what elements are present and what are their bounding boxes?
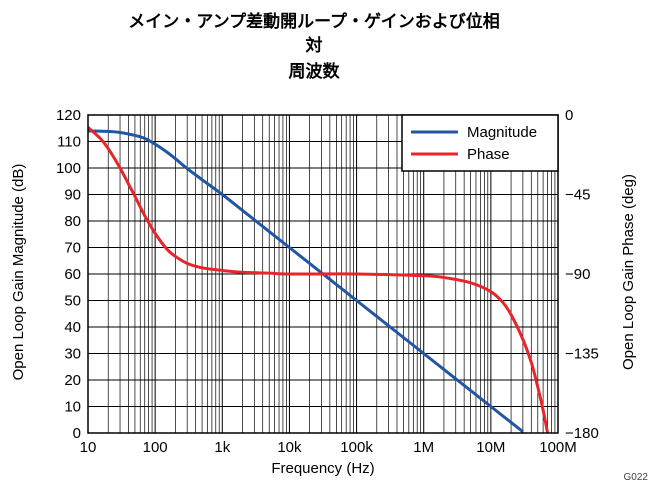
y-right-tick-label: −135 — [565, 346, 599, 363]
y-left-axis-ticks: 0 10 20 30 40 50 60 70 80 90 100 110 120 — [56, 107, 81, 442]
legend-box — [401, 114, 559, 172]
x-tick-label: 100k — [340, 439, 373, 456]
y-left-tick-label: 70 — [64, 240, 81, 257]
y-left-axis-label: Open Loop Gain Magnitude (dB) — [10, 164, 27, 381]
y-right-axis-ticks: 0 −45 −90 −135 −180 — [565, 107, 599, 442]
x-tick-label: 100M — [539, 439, 577, 456]
y-left-tick-label: 30 — [64, 346, 81, 363]
series-line-magnitude — [87, 129, 524, 433]
x-axis-label: Frequency (Hz) — [271, 460, 374, 477]
chart-title-line-3: 周波数 — [289, 61, 341, 82]
legend-label-magnitude: Magnitude — [467, 124, 537, 141]
y-left-tick-label: 110 — [57, 134, 81, 151]
y-left-tick-label: 50 — [64, 293, 81, 310]
legend-label-phase: Phase — [467, 146, 510, 163]
x-tick-label: 1k — [214, 439, 230, 456]
y-left-tick-label: 20 — [64, 372, 81, 389]
y-right-axis-label: Open Loop Gain Phase (deg) — [620, 174, 637, 370]
x-tick-label: 10k — [277, 439, 302, 456]
y-left-tick-label: 80 — [64, 213, 81, 230]
chart-title-line-2: 対 — [305, 35, 323, 56]
y-left-tick-label: 0 — [73, 425, 81, 442]
y-right-tick-label: −90 — [565, 266, 590, 283]
y-right-tick-label: 0 — [565, 107, 573, 124]
y-left-tick-label: 90 — [64, 187, 81, 204]
y-left-tick-label: 40 — [64, 319, 81, 336]
x-tick-label: 100 — [143, 439, 168, 456]
y-right-tick-label: −45 — [565, 187, 590, 204]
x-tick-label: 10M — [476, 439, 505, 456]
y-right-tick-label: −180 — [565, 425, 599, 442]
y-left-tick-label: 10 — [64, 399, 81, 416]
y-left-tick-label: 120 — [56, 107, 81, 124]
plot-frame — [87, 114, 559, 434]
series-lines — [87, 126, 550, 434]
series-line-phase — [87, 126, 550, 434]
y-left-tick-label: 60 — [64, 266, 81, 283]
legend: Magnitude Phase — [401, 114, 559, 172]
y-left-tick-label: 100 — [56, 160, 81, 177]
chart-title: メイン・アンプ差動開ループ・ゲインおよび位相 対 周波数 — [128, 11, 499, 82]
figure-code: G022 — [624, 472, 649, 482]
x-tick-label: 10 — [80, 439, 97, 456]
chart-title-line-1: メイン・アンプ差動開ループ・ゲインおよび位相 — [128, 11, 499, 32]
x-tick-label: 1M — [413, 439, 434, 456]
x-axis-ticks: 10 100 1k 10k 100k 1M 10M 100M — [80, 439, 577, 456]
